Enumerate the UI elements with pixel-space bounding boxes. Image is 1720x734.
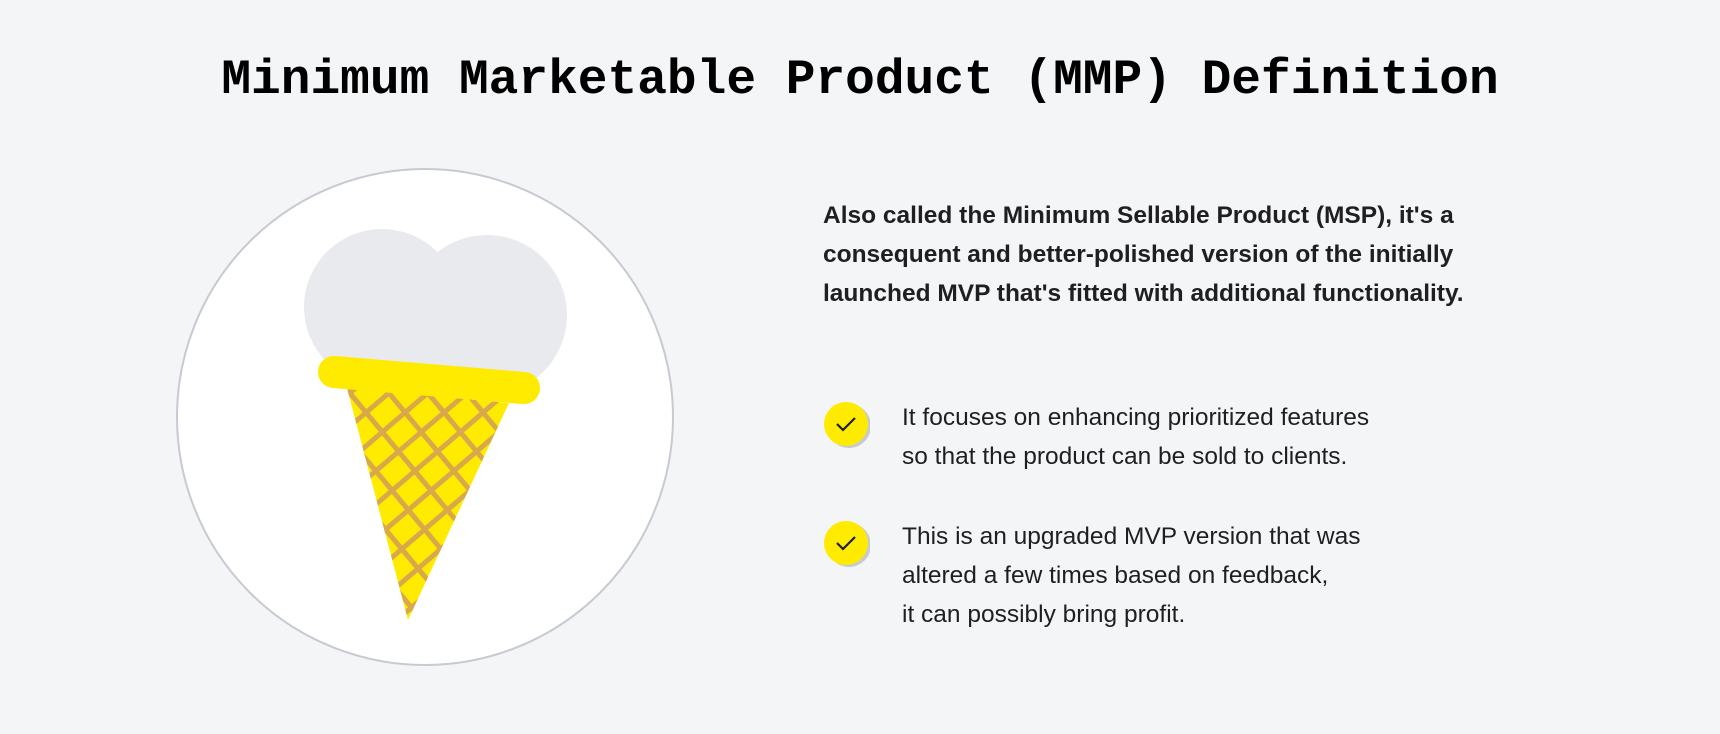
waffle-line <box>347 388 509 620</box>
ice-cream-scoop-icon <box>304 229 567 395</box>
waffle-line <box>347 388 484 620</box>
check-icon <box>824 402 870 448</box>
bullet-text: It focuses on enhancing prioritized feat… <box>902 404 1370 470</box>
check-icon <box>824 521 870 567</box>
intro-paragraph: Also called the Minimum Sellable Product… <box>823 202 1464 307</box>
ice-cream-illustration <box>176 168 674 666</box>
waffle-line <box>347 388 509 620</box>
waffle-line <box>347 388 445 620</box>
page-title: Minimum Marketable Product (MMP) Definit… <box>221 52 1499 108</box>
bullet-text: This is an upgraded MVP version that was… <box>902 523 1361 628</box>
ice-cream-cone-icon <box>318 356 540 620</box>
waffle-line <box>415 388 509 620</box>
